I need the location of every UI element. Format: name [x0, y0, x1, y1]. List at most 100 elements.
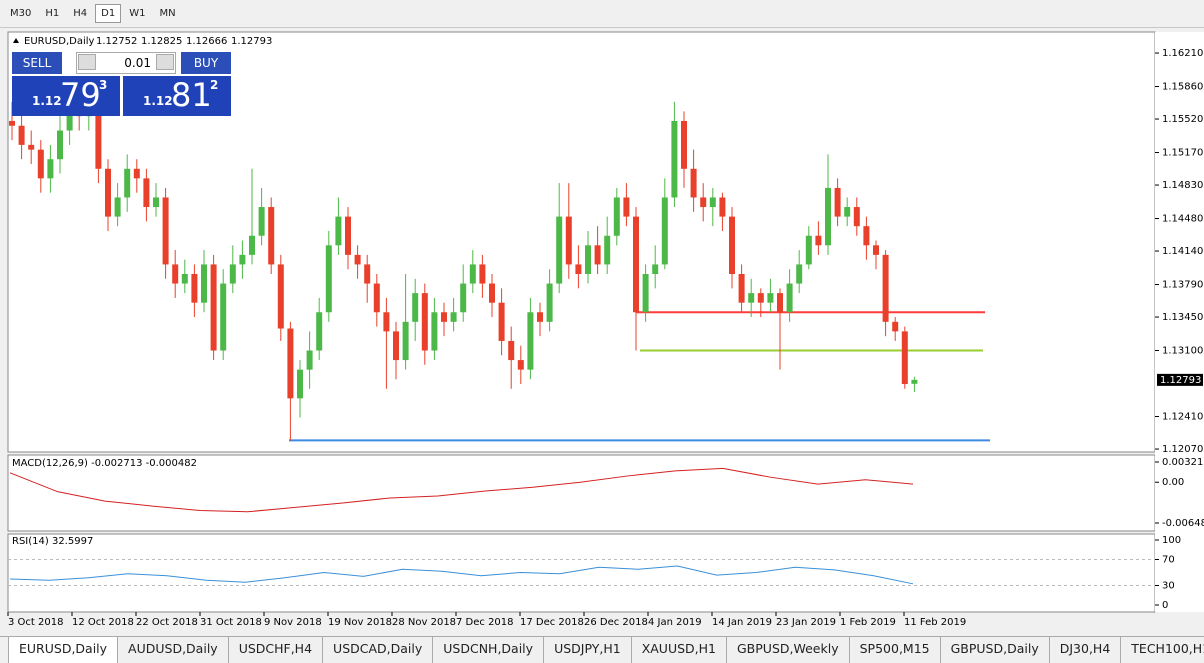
candle-body: [853, 207, 860, 227]
lot-down[interactable]: [78, 54, 96, 70]
candle-body: [345, 216, 351, 255]
rsi-tick-label: 30: [1162, 581, 1175, 592]
candle-body: [335, 216, 342, 246]
candle-body: [114, 197, 121, 217]
rsi-line: [9, 565, 914, 585]
candle-body: [834, 187, 841, 217]
macd-tick-label: 0.003216: [1162, 457, 1204, 468]
candle-body: [623, 197, 630, 217]
timeframe-button[interactable]: H4: [73, 8, 88, 19]
timeframe-button[interactable]: W1: [129, 8, 146, 19]
candle-body: [873, 245, 879, 255]
candle-body: [585, 245, 591, 274]
candle-body: [527, 312, 534, 370]
lot-value: 0.01: [124, 56, 151, 70]
y-tick-label: 1.13100: [1162, 346, 1203, 357]
candle-body: [575, 264, 582, 274]
chart-tab[interactable]: EURUSD,Daily: [8, 637, 119, 663]
candle-body: [604, 235, 611, 265]
candle-body: [892, 321, 899, 332]
candle-body: [757, 293, 764, 303]
y-tick-label: 1.15170: [1162, 148, 1203, 159]
candle-body: [258, 207, 265, 236]
trade-panel: SELL 0.01 BUY 1.12 79 3 1.12 81 2: [12, 52, 231, 116]
chart-tab[interactable]: DJ30,H4: [1050, 637, 1122, 663]
candle-body: [613, 197, 620, 236]
x-tick-label: 3 Oct 2018: [8, 617, 63, 628]
timeframe-button[interactable]: H1: [45, 8, 60, 19]
candle-body: [700, 197, 707, 208]
header-high: 1.12825: [141, 36, 182, 47]
chart-tab[interactable]: USDJPY,H1: [544, 637, 632, 663]
candle-body: [9, 120, 15, 126]
y-tick-label: 1.14830: [1162, 180, 1203, 191]
timeframe-button[interactable]: MN: [159, 8, 176, 19]
lot-input[interactable]: 0.01: [76, 52, 176, 74]
ask-pips: 81: [171, 76, 212, 114]
chart-tab[interactable]: GBPUSD,Weekly: [727, 637, 850, 663]
sell-button[interactable]: SELL: [12, 52, 62, 74]
candle-body: [652, 264, 659, 274]
x-tick-label: 4 Jan 2019: [648, 617, 702, 628]
candle-body: [537, 312, 543, 322]
bid-big: 1.12: [32, 94, 62, 108]
candle-body: [18, 125, 25, 145]
chart-tab[interactable]: USDCHF,H4: [229, 637, 324, 663]
header-symbol: EURUSD,Daily: [24, 36, 95, 47]
x-tick-label: 7 Dec 2018: [456, 617, 514, 628]
header-close: 1.12793: [231, 36, 272, 47]
ask-quote[interactable]: 1.12 81 2: [123, 76, 231, 116]
x-tick-label: 1 Feb 2019: [840, 617, 896, 628]
candle-body: [287, 328, 294, 399]
timeframe-button[interactable]: M30: [10, 8, 32, 19]
candle-body: [546, 283, 553, 322]
candle-body: [805, 235, 812, 265]
y-tick-label: 1.12070: [1162, 444, 1203, 455]
chart-tab[interactable]: SP500,M15: [850, 637, 941, 663]
candle-body: [383, 312, 390, 332]
chart-tab[interactable]: AUDUSD,Daily: [118, 637, 229, 663]
x-tick-label: 11 Feb 2019: [904, 617, 966, 628]
candle-body: [133, 168, 140, 179]
chart-tab[interactable]: TECH100,H1: [1121, 637, 1204, 663]
chart-tab[interactable]: USDCAD,Daily: [323, 637, 434, 663]
x-tick-label: 28 Nov 2018: [392, 617, 456, 628]
candle-body: [306, 350, 313, 370]
ask-big: 1.12: [143, 94, 173, 108]
rsi-tick-label: 0: [1162, 600, 1168, 611]
candle-body: [239, 254, 246, 265]
lot-up[interactable]: [156, 54, 174, 70]
candle-body: [479, 264, 486, 284]
macd-title: MACD(12,26,9) -0.002713 -0.000482: [12, 458, 197, 469]
candle-body: [738, 273, 745, 303]
chart: EURUSD,Daily 1.12752 1.12825 1.12666 1.1…: [7, 31, 1204, 628]
candle-body: [911, 379, 918, 384]
candle-body: [220, 283, 227, 351]
x-tick-label: 22 Oct 2018: [136, 617, 198, 628]
bid-quote[interactable]: 1.12 79 3: [12, 76, 120, 116]
chart-tab[interactable]: USDCNH,Daily: [433, 637, 545, 663]
candle-body: [229, 264, 236, 284]
chart-tab[interactable]: GBPUSD,Daily: [941, 637, 1050, 663]
candle-body: [690, 168, 697, 198]
candle-body: [469, 264, 476, 284]
buy-button[interactable]: BUY: [181, 52, 231, 74]
y-tick-label: 1.15520: [1162, 114, 1203, 125]
candle-body: [709, 197, 716, 208]
x-tick-label: 14 Jan 2019: [712, 617, 772, 628]
candle-body: [450, 312, 457, 322]
timeframe-button[interactable]: D1: [95, 4, 122, 23]
collapse-icon: [13, 38, 19, 43]
candle-body: [28, 144, 35, 150]
candle-body: [882, 254, 889, 322]
candle-body: [47, 159, 54, 179]
candle-body: [364, 264, 371, 284]
macd-signal-line: [9, 467, 914, 513]
chart-tab[interactable]: XAUUSD,H1: [632, 637, 727, 663]
candle-body: [498, 302, 505, 341]
candle-body: [767, 293, 774, 303]
x-tick-label: 17 Dec 2018: [520, 617, 584, 628]
candle-body: [719, 197, 726, 217]
chart-tabs: EURUSD,Daily AUDUSD,Daily USDCHF,H4 USDCAD,…: [0, 636, 1204, 663]
